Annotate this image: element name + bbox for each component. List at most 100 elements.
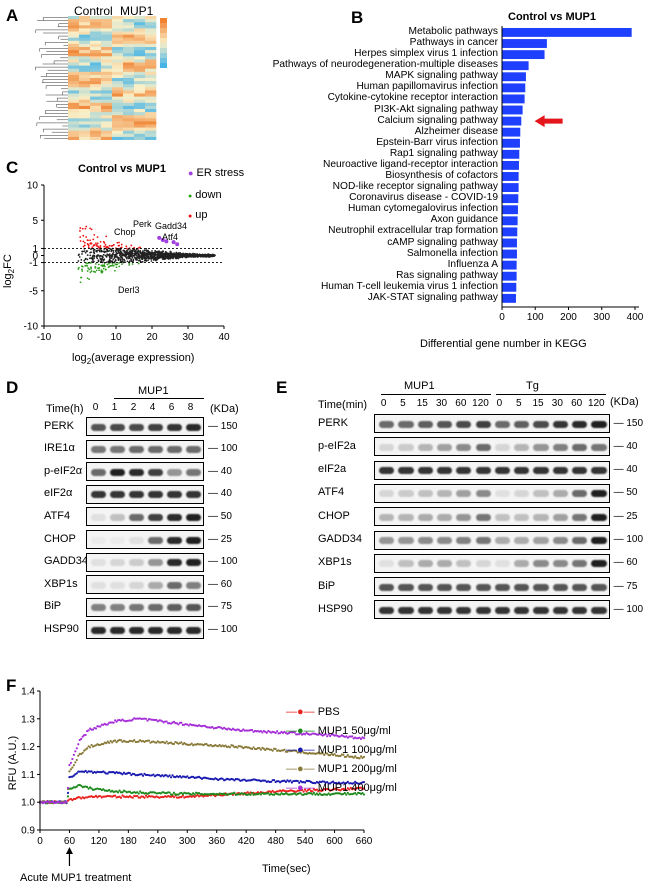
heatmap-cell (123, 81, 135, 85)
rfu-point (243, 778, 246, 781)
blot-band (91, 491, 106, 499)
blot-band (379, 583, 395, 591)
heatmap-cell (145, 40, 157, 45)
ma-point (89, 227, 92, 230)
ma-point (115, 266, 118, 269)
panel-label-c: C (6, 158, 19, 177)
heatmap-cell (112, 78, 124, 82)
heatmap-cell (112, 87, 124, 91)
kegg-bar (502, 39, 547, 48)
heatmap-cell (145, 65, 157, 69)
heatmap-cell (101, 53, 113, 57)
rfu-point (144, 794, 148, 797)
heatmap-cell (134, 115, 146, 119)
heatmap-cell (101, 99, 113, 104)
ma-point (87, 246, 90, 249)
rfu-point (264, 748, 267, 752)
ma-point (134, 252, 137, 254)
rfu-point (273, 793, 276, 796)
ma-point (188, 254, 191, 256)
ma-point (118, 265, 121, 268)
heatmap-cell (79, 133, 91, 138)
heatmap-cell (145, 81, 157, 85)
ma-point (214, 254, 216, 257)
blot-band (591, 443, 607, 451)
kegg-pathway-label: Calcium signaling pathway (377, 114, 498, 126)
blot-band (475, 443, 491, 451)
rfu-point (136, 794, 139, 798)
rfu-point (346, 754, 349, 757)
blot-band (129, 626, 144, 634)
rfu-point (72, 774, 75, 777)
rfu-point (298, 781, 301, 784)
kegg-pathway-label: NOD-like receptor signaling pathway (332, 181, 498, 193)
kegg-pathway-label: Cytokine-cytokine receptor interaction (327, 92, 498, 104)
colorbar-segment (160, 53, 167, 58)
ma-point (141, 256, 144, 258)
rfu-point (131, 740, 134, 743)
legend-swatch-icon: —●— (286, 744, 318, 756)
ma-point (130, 260, 133, 263)
rfu-point (137, 792, 140, 795)
ma-point (153, 252, 156, 255)
ma-point (110, 245, 113, 247)
heatmap-cell (79, 34, 91, 38)
heatmap-cell (123, 28, 135, 32)
rfu-series (38, 717, 366, 805)
ma-point (106, 250, 108, 253)
blot-band (148, 626, 163, 634)
rfu-point (321, 752, 324, 755)
rfu-point (293, 731, 296, 734)
blot-band (148, 536, 163, 544)
rfu-point (114, 719, 117, 722)
heatmap-cell (101, 130, 113, 135)
ma-legend-up: ● up (188, 209, 208, 221)
heatmap-cell (145, 87, 157, 91)
heatmap-cell (79, 25, 91, 29)
blot-strip (374, 600, 610, 620)
rfu-point (155, 741, 158, 744)
rfu-point (108, 788, 111, 792)
ma-point (143, 249, 146, 252)
heatmap-cell (90, 118, 102, 122)
heatmap-cell (123, 78, 135, 82)
blot-mw-marker: — 100 (208, 623, 238, 635)
rfu-point (321, 789, 324, 792)
blot-band (494, 606, 511, 614)
rfu-point (66, 791, 70, 794)
blot-band (514, 443, 530, 451)
ma-point (131, 254, 133, 256)
heatmap-cell (90, 68, 102, 73)
blot-band (398, 513, 414, 521)
rfu-point (169, 741, 173, 744)
colorbar-segment (160, 38, 167, 43)
colorbar-segment (160, 28, 167, 33)
ma-point (80, 276, 82, 279)
ma-point (108, 265, 111, 268)
blot-band (572, 537, 588, 544)
ma-point (95, 250, 98, 253)
heatmap-cell (134, 96, 146, 100)
blot-band (379, 420, 395, 428)
heatmap-cell (79, 59, 91, 63)
blot-row-label: BiP (44, 600, 62, 613)
ma-point (143, 254, 146, 257)
ma-point (160, 251, 162, 253)
ma-point (95, 269, 98, 272)
rfu-point (283, 748, 286, 751)
heatmap-cell (123, 71, 135, 76)
legend-label: MUP1 200μg/ml (317, 763, 397, 775)
ma-y-tick-label: 0 (32, 251, 38, 262)
ma-point (129, 249, 131, 251)
heatmap-cell (145, 102, 157, 107)
blot-row-label: GADD34 (318, 533, 363, 545)
lane-time-label: 5 (515, 398, 522, 409)
rfu-x-tick-label: 360 (208, 836, 225, 847)
ma-point (105, 235, 108, 238)
heatmap-cell (101, 112, 113, 116)
kegg-pathway-label: Salmonella infection (406, 247, 498, 259)
gene-label-chop: Chop (114, 227, 136, 237)
rfu-point (311, 790, 314, 793)
ma-point (100, 270, 103, 273)
blot-band (591, 537, 607, 544)
